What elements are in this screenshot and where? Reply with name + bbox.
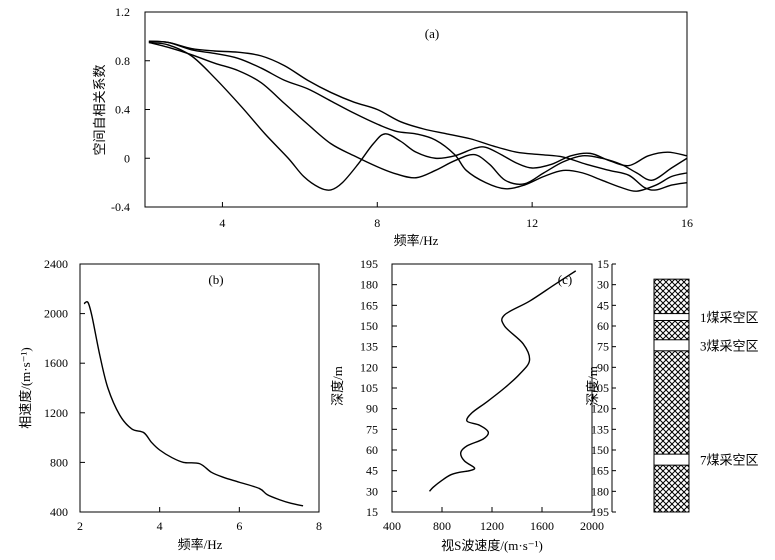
x-tick-label: 800	[433, 519, 451, 533]
series-line-1	[428, 270, 577, 492]
chart-b-xlabel: 频率/Hz	[178, 537, 223, 552]
x-tick-label: 4	[219, 216, 225, 230]
y-tick-label: 105	[591, 381, 609, 395]
x-tick-label: 8	[374, 216, 380, 230]
x-tick-label: 2	[77, 519, 83, 533]
y-tick-label: 0.8	[115, 54, 130, 68]
y-tick-label: 1200	[44, 406, 68, 420]
x-tick-label: 4	[157, 519, 163, 533]
stratigraphic-column: 深度/m 15 30 45 60 75 90 105 120 135 150 165 180 195 1…	[585, 257, 759, 519]
series-line-1	[148, 41, 688, 191]
y-tick-label: 60	[597, 319, 609, 333]
y-tick-label: 1.2	[115, 5, 130, 19]
chart-a-ticks: 4 8 12 16 -0.4 0 0.4 0.8 1.2	[111, 5, 693, 230]
y-tick-label: 135	[591, 422, 609, 436]
chart-c-lines	[428, 270, 577, 492]
column-layers	[653, 278, 690, 513]
chart-b-frame	[79, 263, 320, 513]
series-line-3	[148, 40, 688, 192]
goaf-label: 1煤采空区	[700, 310, 759, 325]
goaf-label: 3煤采空区	[700, 338, 759, 353]
y-tick-label: 30	[366, 484, 378, 498]
y-tick-label: 15	[597, 257, 609, 271]
series-line-2	[148, 41, 688, 185]
y-tick-label: 150	[591, 443, 609, 457]
y-tick-label: 2400	[44, 257, 68, 271]
x-tick-label: 8	[316, 519, 322, 533]
chart-b-lines	[83, 301, 304, 507]
y-tick-label: 180	[360, 278, 378, 292]
chart-b-ylabel: 相速度/(m·s⁻¹)	[18, 347, 33, 429]
y-tick-label: 135	[360, 340, 378, 354]
chart-c-ylabel: 深度/m	[330, 366, 345, 406]
y-tick-label: 30	[597, 278, 609, 292]
y-tick-label: 75	[597, 340, 609, 354]
chart-a-ylabel: 空间自相关系数	[92, 64, 107, 155]
column-ticks: 15 30 45 60 75 90 105 120 135 150 165 180 195	[591, 257, 616, 519]
chart-a-panel-label: (a)	[425, 26, 439, 41]
y-tick-label: 90	[597, 360, 609, 374]
y-tick-label: 90	[366, 402, 378, 416]
chart-b-ticks: 2 4 6 8 400 800 1200 1600 2000 2400	[44, 257, 322, 533]
y-tick-label: 45	[366, 464, 378, 478]
y-tick-label: -0.4	[111, 200, 130, 214]
y-tick-label: 45	[597, 298, 609, 312]
goaf-layer	[653, 313, 690, 321]
x-tick-label: 12	[526, 216, 538, 230]
y-tick-label: 1600	[44, 356, 68, 370]
x-tick-label: 16	[681, 216, 693, 230]
chart-b-panel-label: (b)	[208, 272, 223, 287]
x-tick-label: 1600	[530, 519, 554, 533]
chart-c: (c) 视S波速度/(m·s⁻¹) 深度/m 400 800 1200 1600 200…	[330, 257, 604, 553]
y-tick-label: 15	[366, 505, 378, 519]
y-tick-label: 2000	[44, 307, 68, 321]
y-tick-label: 180	[591, 484, 609, 498]
x-tick-label: 2000	[580, 519, 604, 533]
y-tick-label: 195	[591, 505, 609, 519]
chart-a: (a) 频率/Hz 空间自相关系数 4 8 12 16 -0.4 0 0.4 0.8 1.2	[92, 5, 693, 248]
y-tick-label: 105	[360, 381, 378, 395]
y-tick-label: 0	[124, 151, 130, 165]
y-tick-label: 400	[50, 505, 68, 519]
y-tick-label: 195	[360, 257, 378, 271]
x-tick-label: 6	[236, 519, 242, 533]
chart-c-xlabel: 视S波速度/(m·s⁻¹)	[441, 538, 543, 553]
y-tick-label: 120	[360, 360, 378, 374]
y-tick-label: 800	[50, 455, 68, 469]
chart-a-xlabel: 频率/Hz	[394, 233, 439, 248]
goaf-label: 7煤采空区	[700, 453, 759, 468]
goaf-layer	[653, 453, 690, 466]
chart-c-frame	[391, 263, 593, 513]
chart-b: (b) 频率/Hz 相速度/(m·s⁻¹) 2 4 6 8 400 800 1200 1600…	[18, 257, 322, 552]
x-tick-label: 400	[383, 519, 401, 533]
series-line-1	[83, 301, 304, 507]
goaf-layer	[653, 339, 690, 352]
y-tick-label: 75	[366, 422, 378, 436]
chart-a-lines	[148, 40, 688, 192]
y-tick-label: 150	[360, 319, 378, 333]
column-ylabel: 深度/m	[585, 366, 600, 406]
chart-c-ticks: 400 800 1200 1600 2000 15 30 45 60 75 90 105 120 135 1…	[360, 257, 604, 533]
y-tick-label: 165	[360, 298, 378, 312]
x-tick-label: 1200	[480, 519, 504, 533]
y-tick-label: 120	[591, 402, 609, 416]
y-tick-label: 165	[591, 464, 609, 478]
y-tick-label: 0.4	[115, 103, 130, 117]
goaf-labels: 1煤采空区 3煤采空区 7煤采空区	[700, 310, 759, 468]
series-line-4	[148, 40, 688, 191]
y-tick-label: 60	[366, 443, 378, 457]
